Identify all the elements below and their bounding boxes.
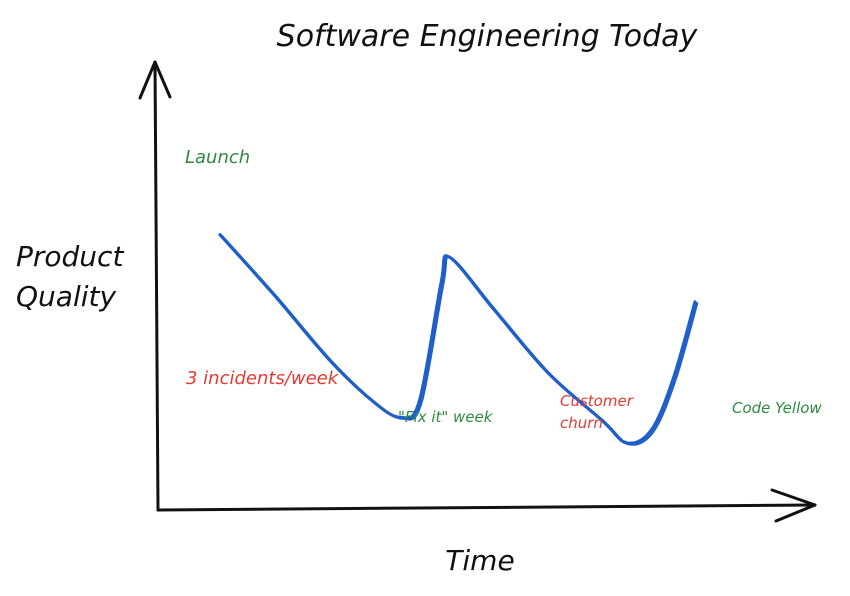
y-axis-label-line-2: Quality [16, 280, 116, 313]
chart-title: Software Engineering Today [277, 19, 699, 54]
x-axis-label: Time [445, 544, 514, 577]
quality-series [218, 233, 699, 446]
axes [138, 60, 817, 523]
quality-curve-sketch-stroke [221, 235, 699, 446]
annotation-incidents: 3 incidents/week [186, 368, 340, 389]
annotation-launch: Launch [185, 147, 250, 168]
annotation-customer: Customer [560, 392, 634, 410]
y-axis-label-line-1: Product [16, 240, 124, 273]
y-axis-line [153, 60, 160, 512]
y-axis-arrowhead [138, 60, 172, 100]
x-axis-arrowhead [770, 488, 817, 523]
annotation-fix-it-week: "Fix it" week [398, 408, 494, 426]
annotation-churn: churn [560, 414, 603, 432]
annotation-code-yellow: Code Yellow [732, 399, 822, 417]
x-axis-line [156, 503, 817, 512]
